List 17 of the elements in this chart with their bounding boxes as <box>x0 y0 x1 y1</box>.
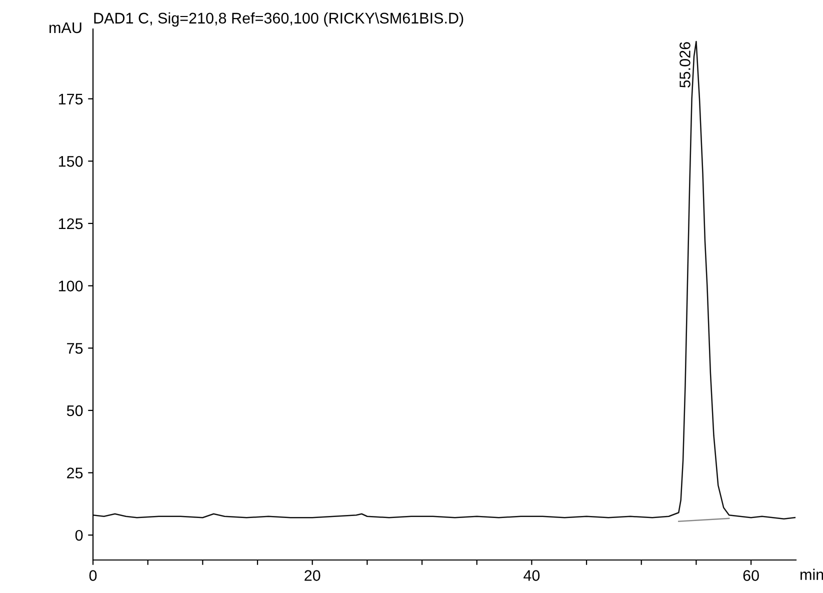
y-tick-label: 0 <box>75 530 83 541</box>
y-axis-title: mAU <box>50 22 82 34</box>
annotation: 55.026 <box>680 42 690 88</box>
x-tick-label: 60 <box>743 570 759 581</box>
x-tick-label: 0 <box>89 570 97 581</box>
x-tick-label: 40 <box>524 570 540 581</box>
y-tick-label: 175 <box>58 94 83 104</box>
y-tick-label: 150 <box>58 156 83 167</box>
line-series <box>93 40 796 520</box>
x-tick-label: 20 <box>304 570 320 581</box>
chart-title: DAD1 C, Sig=210,8 Ref=360,100 (RICKY\SM61BIS.D) <box>94 12 464 27</box>
y-tick-label: 50 <box>66 405 83 416</box>
y-tick-label: 25 <box>67 468 83 478</box>
y-tick-label: 75 <box>67 343 83 354</box>
x-axis-title: min <box>800 568 823 580</box>
y-tick-label: 125 <box>58 218 83 230</box>
y-tick-label: 100 <box>58 280 83 292</box>
